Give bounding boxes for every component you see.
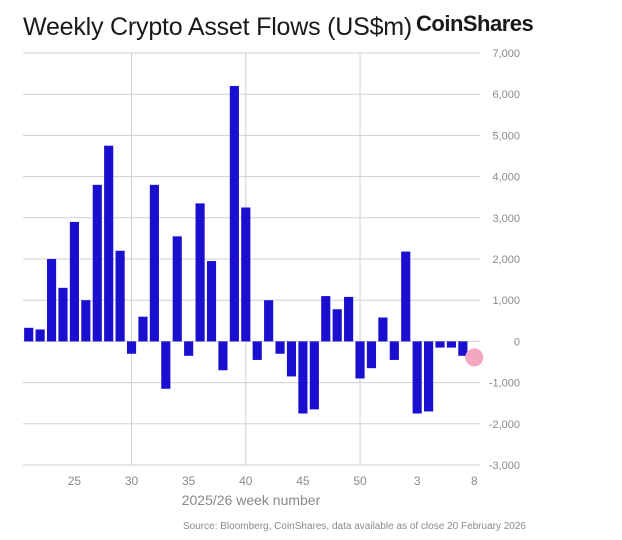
y-tick-label: 4,000 [492,172,520,184]
bar-week-49 [344,296,354,342]
x-tick-label: 3 [414,474,421,488]
gridlines [23,52,480,466]
x-tick-label: 8 [471,474,478,488]
y-tick-label: 1,000 [492,295,520,307]
bar-week-33 [161,341,171,389]
y-tick-label: 6,000 [492,89,520,101]
chart-title: Weekly Crypto Asset Flows (US$m) [23,13,413,41]
x-tick-label: 30 [125,474,139,488]
bar-week-22 [35,329,45,342]
x-axis: 25 30 35 40 45 50 3 8 [68,474,478,488]
bar-week-5 [435,341,445,348]
y-tick-label: -2,000 [489,419,520,431]
bar-week-27 [92,184,102,342]
bar-week-3 [412,341,422,414]
bar-week-51 [366,341,377,369]
bar-week-43 [275,341,285,354]
bar-series [24,85,484,414]
bar-week-7 [458,341,468,356]
y-tick-label: -3,000 [489,460,520,472]
bar-week-34 [172,236,182,342]
bar-week-42 [264,300,274,342]
bar-week-39 [229,85,239,342]
y-tick-label: 5,000 [492,130,520,142]
bar-week-47 [321,296,331,342]
y-axis: -3,000 -2,000 -1,000 0 1,000 2,000 3,000 4,000 5… [489,48,520,472]
bar-week-37 [206,261,217,342]
bar-week-52 [378,317,388,342]
x-tick-label: 45 [296,474,310,488]
bar-week-35 [184,341,194,356]
bar-week-23 [46,259,57,342]
bar-week-38 [218,341,228,371]
source-note: Source: Bloomberg, CoinShares, data avai… [183,521,526,532]
bar-week-41 [252,341,262,360]
x-tick-label: 25 [68,474,82,488]
bar-week-40 [241,207,251,342]
bar-week-28 [104,145,114,342]
bar-week-30 [126,341,137,354]
bar-week-46 [309,341,319,410]
x-tick-label: 40 [239,474,253,488]
bar-week-4 [424,341,434,412]
x-axis-title: 2025/26 week number [182,492,321,508]
x-tick-label: 50 [353,474,367,488]
bar-week-44 [286,341,297,377]
y-tick-label: 7,000 [492,48,520,60]
bar-week-50 [355,341,365,379]
bar-week-25 [69,221,79,342]
y-tick-label: -1,000 [489,378,520,390]
y-tick-label: 3,000 [492,213,520,225]
bar-week-32 [149,184,159,342]
x-tick-label: 35 [182,474,196,488]
bar-week-36 [195,203,205,342]
bar-week-6 [446,341,457,348]
bar-week-26 [81,300,91,342]
coinshares-logo: CoinShares [416,11,534,36]
y-tick-label: 0 [514,336,520,348]
bar-week-1 [389,341,399,360]
bar-week-48 [332,309,342,342]
latest-week-marker [465,348,484,367]
bar-week-31 [138,316,148,342]
bar-week-29 [115,250,125,342]
bar-week-2 [401,251,411,342]
bar-week-24 [58,287,68,342]
bar-week-21 [24,327,34,342]
y-tick-label: 2,000 [492,254,520,266]
bar-week-45 [298,341,308,414]
